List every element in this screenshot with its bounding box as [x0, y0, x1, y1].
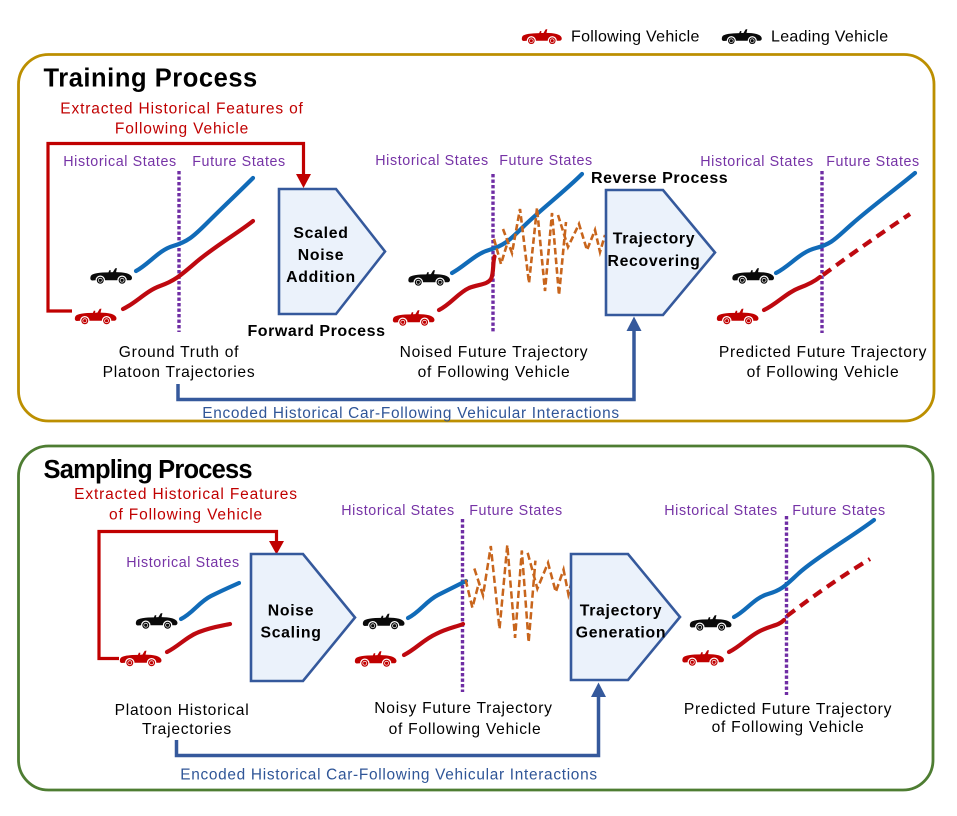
svg-text:of Following Vehicle: of Following Vehicle — [747, 364, 900, 381]
svg-text:Historical States: Historical States — [375, 153, 489, 169]
svg-text:Platoon Trajectories: Platoon Trajectories — [103, 364, 256, 381]
svg-text:Leading Vehicle: Leading Vehicle — [771, 29, 888, 46]
svg-text:Reverse Process: Reverse Process — [591, 170, 728, 187]
svg-text:Future States: Future States — [499, 153, 593, 169]
svg-text:Historical States: Historical States — [126, 555, 240, 571]
svg-text:Historical States: Historical States — [63, 154, 177, 170]
svg-text:Addition: Addition — [286, 269, 356, 286]
svg-text:Encoded Historical Car-Followi: Encoded Historical Car-Following Vehicul… — [180, 767, 597, 784]
svg-text:of Following Vehicle: of Following Vehicle — [389, 721, 542, 738]
svg-text:of Following Vehicle: of Following Vehicle — [109, 507, 263, 524]
svg-text:Noise: Noise — [268, 603, 315, 620]
svg-text:Historical States: Historical States — [341, 503, 455, 519]
svg-text:Noised Future Trajectory: Noised Future Trajectory — [400, 344, 589, 361]
svg-text:Encoded Historical Car-Followi: Encoded Historical Car-Following Vehicul… — [202, 405, 619, 422]
svg-text:Scaling: Scaling — [260, 625, 321, 642]
svg-text:Noisy Future Trajectory: Noisy Future Trajectory — [374, 700, 552, 717]
svg-text:Scaled: Scaled — [293, 225, 348, 242]
svg-text:Trajectory: Trajectory — [580, 603, 663, 620]
svg-text:Following Vehicle: Following Vehicle — [571, 29, 700, 46]
svg-text:Predicted Future Trajectory: Predicted Future Trajectory — [719, 344, 927, 361]
svg-text:Noise: Noise — [298, 247, 345, 264]
svg-text:Future States: Future States — [192, 154, 286, 170]
svg-text:Historical States: Historical States — [664, 503, 778, 519]
svg-text:Trajectory: Trajectory — [613, 231, 696, 248]
svg-text:Platoon Historical: Platoon Historical — [115, 702, 250, 719]
svg-text:Following Vehicle: Following Vehicle — [115, 121, 249, 138]
svg-text:Ground Truth of: Ground Truth of — [119, 344, 239, 361]
svg-text:Extracted Historical Features: Extracted Historical Features — [74, 486, 298, 503]
svg-text:Future States: Future States — [469, 503, 563, 519]
svg-text:Training Process: Training Process — [44, 65, 258, 93]
svg-text:Extracted Historical Features: Extracted Historical Features of — [60, 101, 303, 118]
svg-text:Historical States: Historical States — [700, 154, 814, 170]
svg-text:Recovering: Recovering — [607, 253, 700, 270]
svg-text:Future States: Future States — [792, 503, 886, 519]
svg-text:Sampling Process: Sampling Process — [44, 456, 253, 484]
svg-text:Future States: Future States — [826, 154, 920, 170]
svg-text:Generation: Generation — [576, 625, 666, 642]
svg-text:Predicted Future Trajectory: Predicted Future Trajectory — [684, 701, 892, 718]
svg-text:of Following Vehicle: of Following Vehicle — [418, 364, 571, 381]
svg-text:Trajectories: Trajectories — [142, 721, 232, 738]
svg-text:Forward Process: Forward Process — [247, 323, 385, 340]
svg-text:of Following Vehicle: of Following Vehicle — [712, 719, 865, 736]
